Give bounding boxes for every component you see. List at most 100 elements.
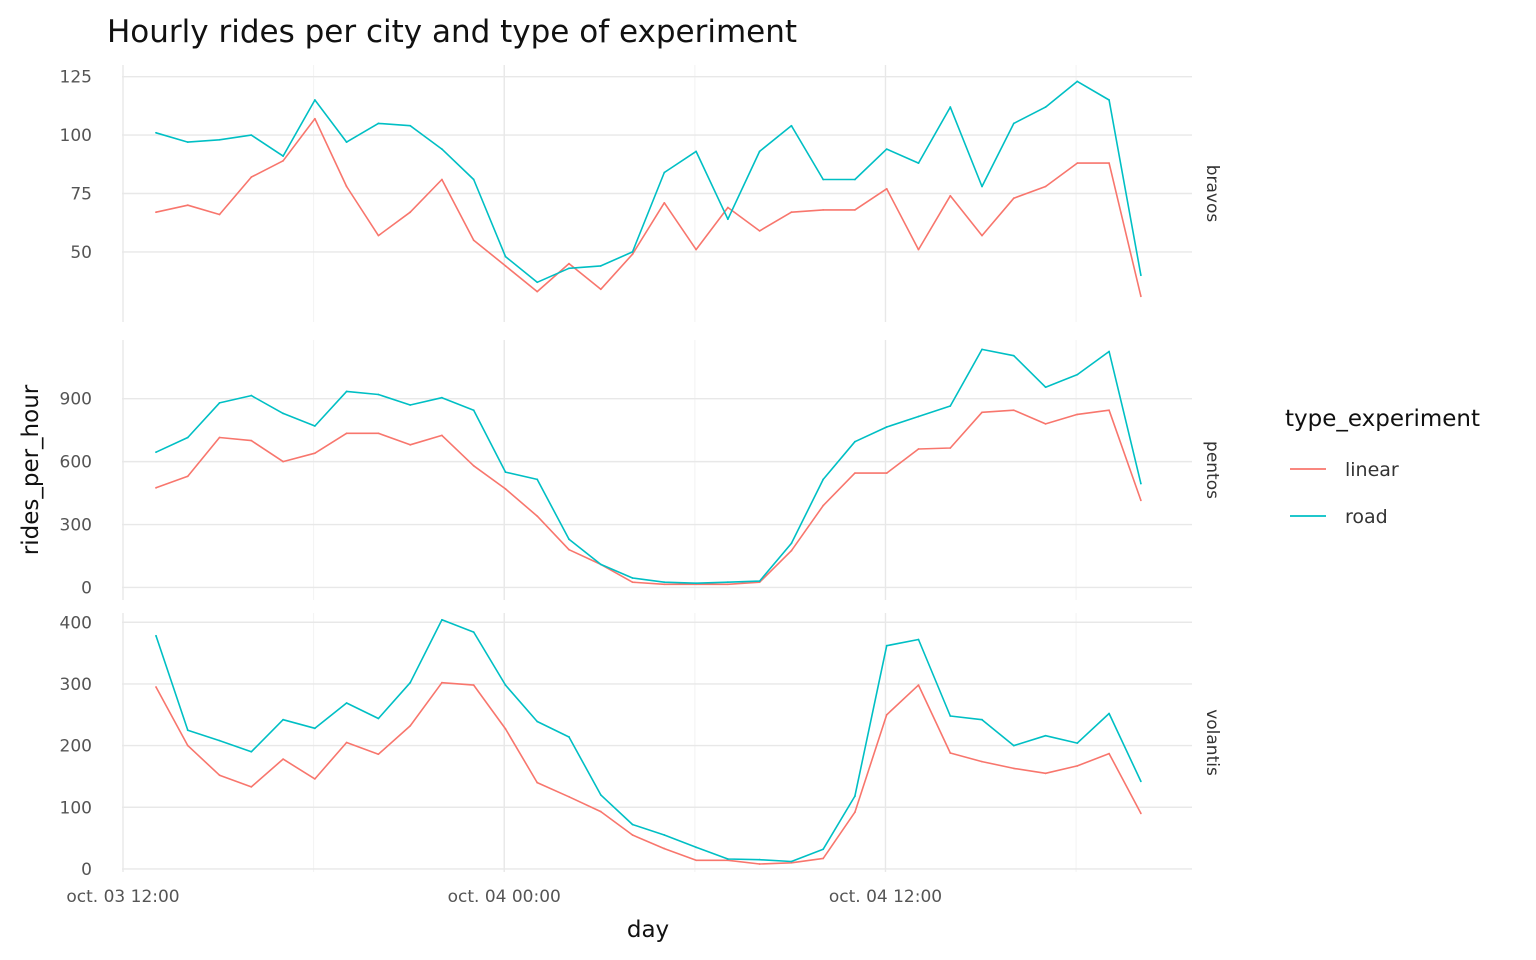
panel-pentos: 0 300 600 900 pentos [60,340,1222,600]
data-point-road [822,178,825,181]
data-point-road [155,634,157,637]
y-tick-label: 600 [60,453,92,473]
data-point-linear [504,265,507,267]
data-point-linear [218,436,221,439]
data-point-linear [536,781,539,784]
data-point-linear [695,248,697,251]
panel-volantis: 0 100 200 300 400 volantis [60,613,1222,880]
data-point-linear [949,194,952,197]
data-point-road [1139,482,1142,485]
data-point-road [345,702,348,704]
data-point-linear [441,434,443,437]
data-point-road [1012,122,1015,125]
data-point-linear [663,847,666,850]
data-point-linear [313,777,316,780]
data-point-road [313,425,316,427]
data-point-linear [313,452,316,455]
data-point-linear [917,248,920,251]
data-point-road [917,415,920,418]
data-point-linear [1044,772,1047,775]
data-point-linear [568,548,570,551]
data-point-road [409,124,412,127]
data-point-road [790,542,793,545]
data-point-road [1044,734,1047,737]
data-point-linear [250,439,253,442]
data-point-linear [599,288,602,291]
data-point-linear [218,774,221,777]
data-point-linear [345,432,348,435]
data-point-linear [218,213,221,216]
data-point-linear [790,549,793,552]
data-point-linear [504,487,507,490]
data-point-linear [377,234,380,237]
data-point-linear [726,206,729,209]
data-point-linear [441,178,443,181]
data-point-road [377,122,380,125]
data-point-linear [345,741,348,744]
series-line-linear [155,409,1142,586]
data-point-linear [885,713,888,716]
facet-label-pentos: pentos [1202,441,1222,499]
data-point-road [599,794,602,796]
y-tick-label: 200 [60,737,92,757]
data-point-road [345,390,348,393]
y-tick-label: 900 [60,390,92,410]
data-point-linear [186,204,189,207]
data-point-road [854,178,856,181]
legend: type_experiment linear road [1285,406,1480,528]
data-point-road [282,155,284,158]
data-point-linear [472,239,475,242]
data-point-linear [1139,812,1142,815]
data-point-road [250,134,253,136]
data-point-linear [409,443,412,446]
y-tick-label: 100 [60,126,92,146]
data-point-linear [917,448,920,450]
data-point-road [186,141,189,144]
data-point-linear [377,432,380,435]
data-point-linear [631,253,634,256]
data-point-linear [726,583,729,586]
y-tick-label: 300 [60,675,92,695]
data-point-road [409,681,412,684]
data-point-road [313,727,316,730]
data-point-road [1108,350,1110,353]
data-point-road [726,858,729,860]
data-point-road [726,581,729,584]
x-tick-label: oct. 04 00:00 [448,887,561,907]
data-point-road [981,185,983,188]
data-point-linear [822,208,825,211]
data-point-road [186,729,189,732]
data-point-linear [282,460,284,463]
data-point-linear [1012,767,1015,770]
data-point-linear [758,229,761,232]
data-point-linear [1012,197,1015,200]
y-tick-label: 125 [60,68,92,88]
data-point-road [568,538,570,541]
data-point-road [917,162,920,165]
data-point-road [663,581,666,584]
data-point-road [345,141,348,144]
data-point-road [854,440,856,443]
data-point-road [885,644,888,647]
series-line-road [155,80,1142,284]
series-line-road [155,348,1142,585]
data-point-linear [981,760,983,763]
data-point-road [441,618,443,621]
data-point-road [1108,99,1110,101]
data-point-road [822,478,825,481]
data-point-linear [1139,499,1142,502]
data-point-linear [822,857,825,860]
data-point-road [218,739,221,742]
data-point-road [1012,744,1015,747]
data-point-road [663,171,666,174]
facet-label-bravos: bravos [1202,165,1222,223]
data-point-road [1139,780,1142,783]
series-line-road [155,618,1142,863]
data-point-road [1076,80,1079,83]
data-point-road [313,99,316,101]
data-point-linear [155,486,157,489]
data-point-road [282,412,284,415]
data-point-road [631,577,634,579]
series-line-linear [155,117,1142,297]
data-point-linear [981,411,983,414]
